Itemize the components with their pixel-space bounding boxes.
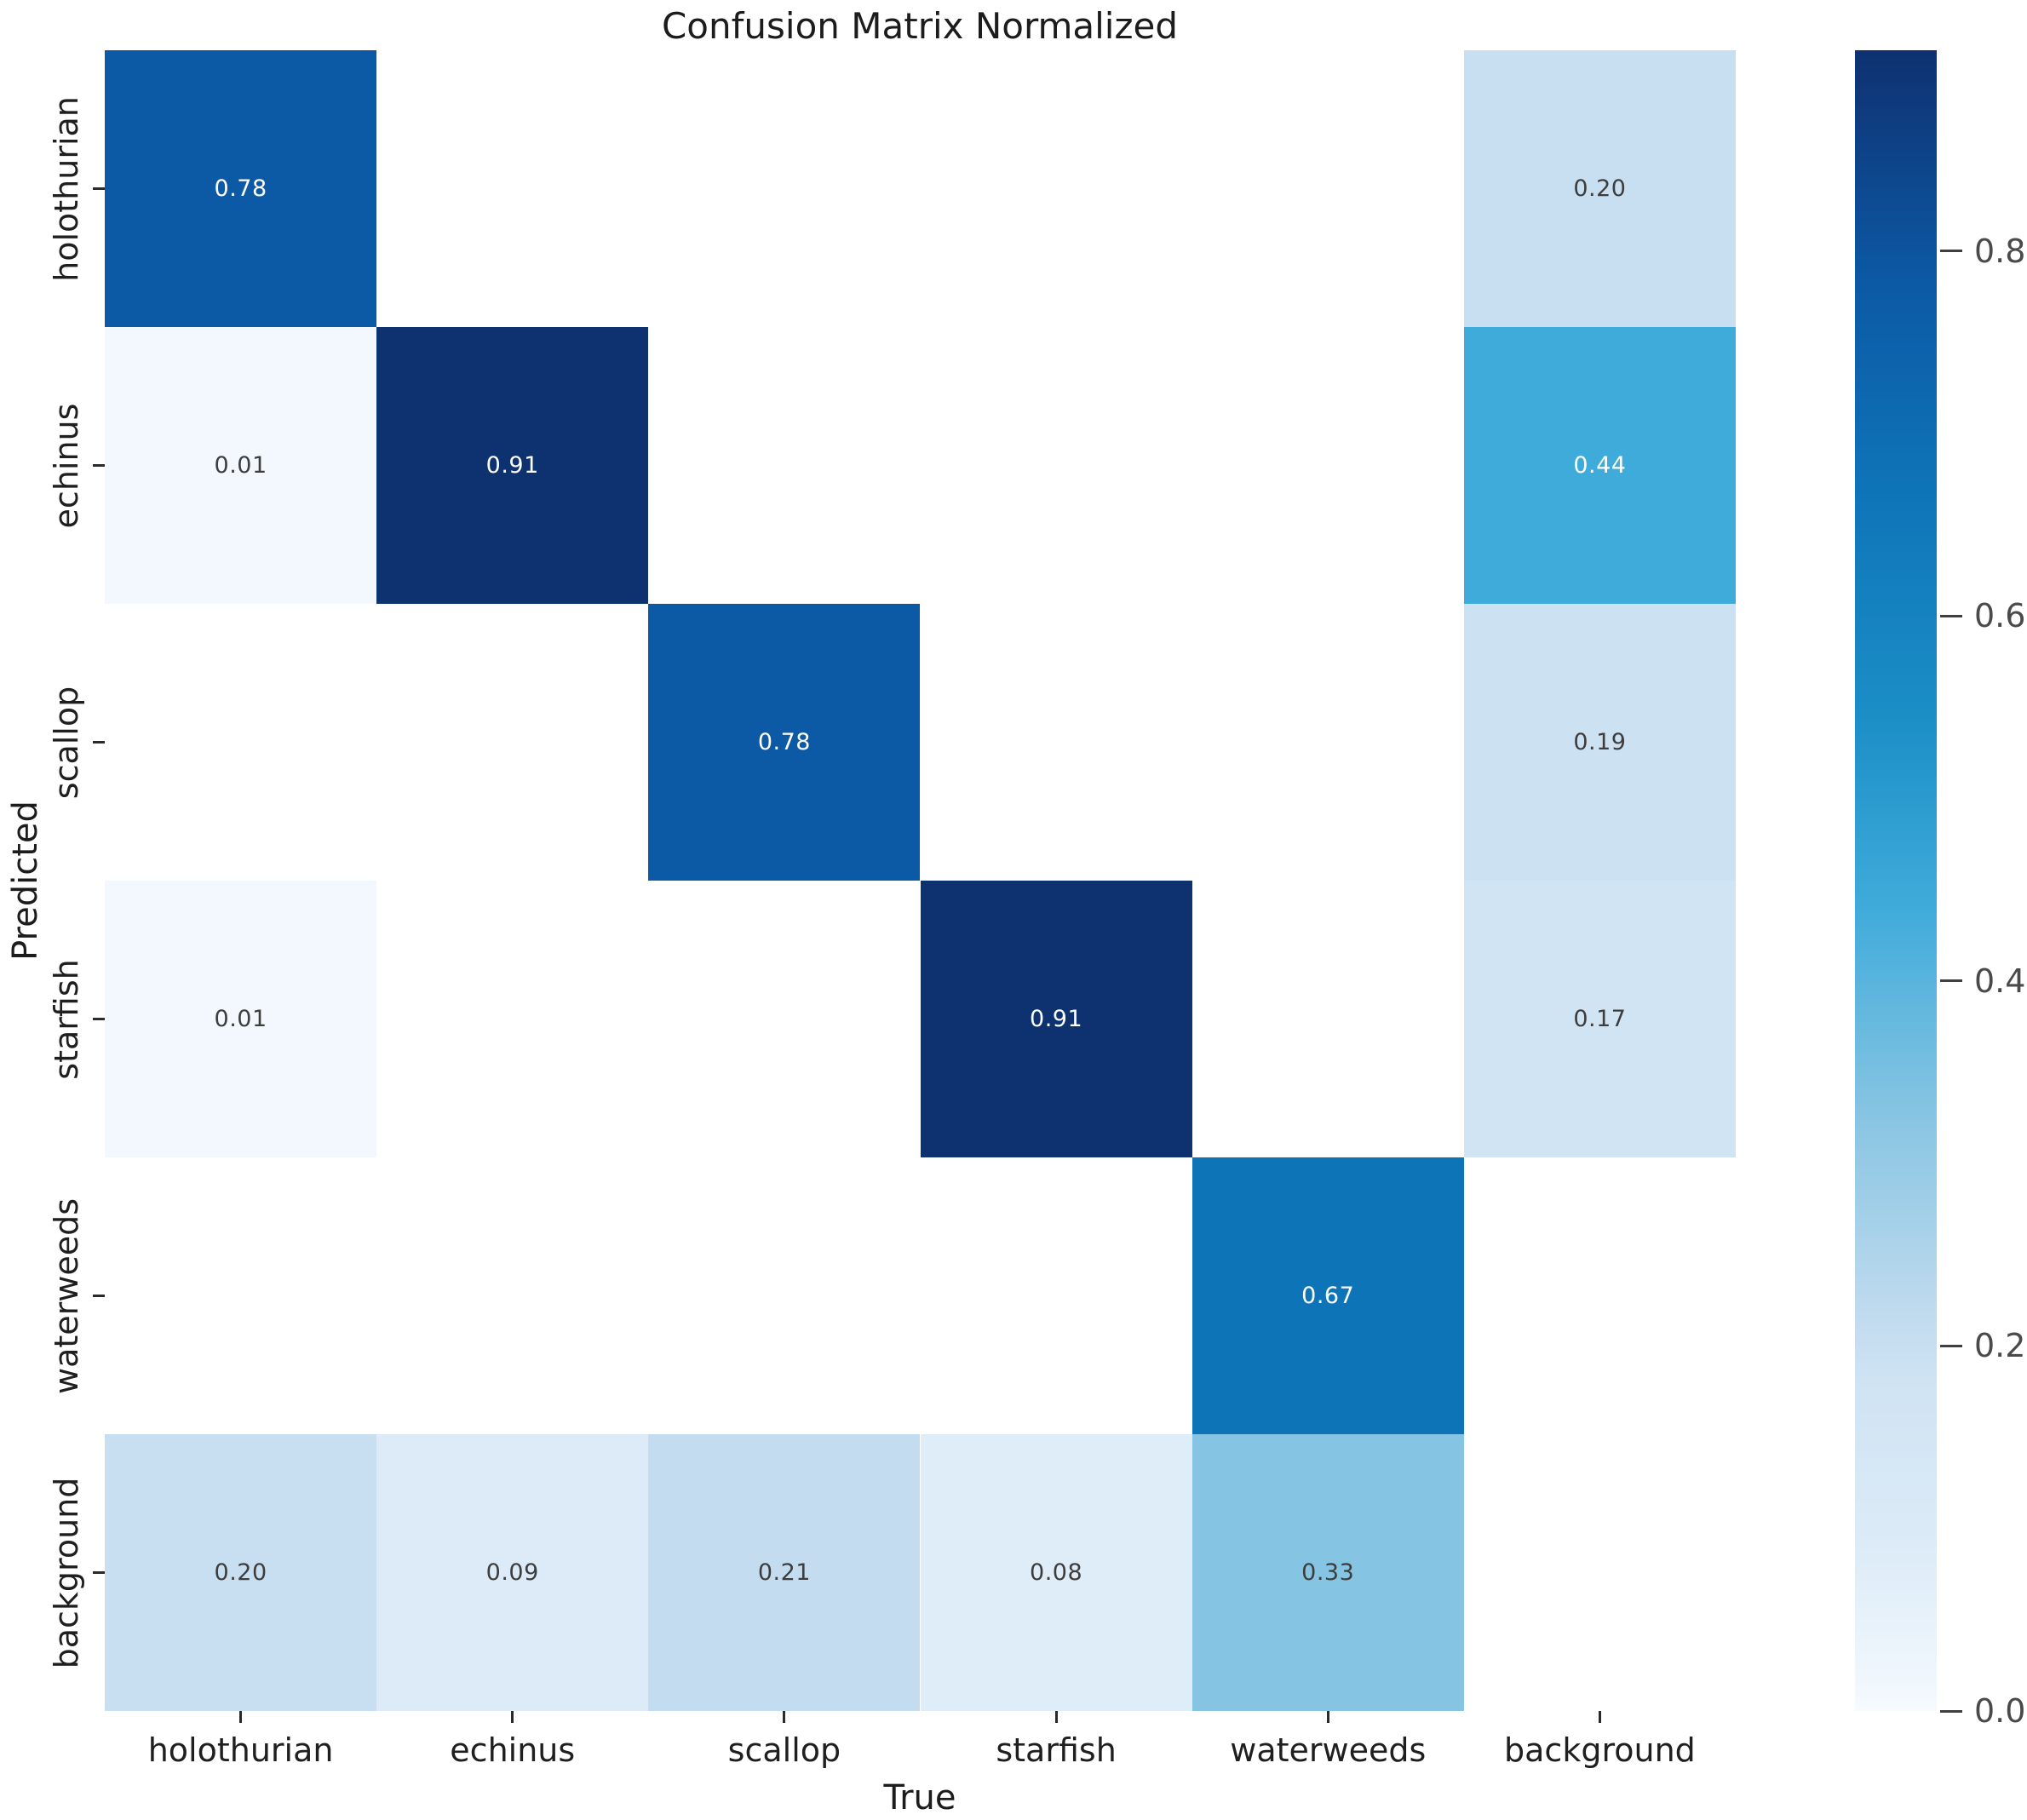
heatmap-cell-waterweeds-starfish (920, 1157, 1192, 1434)
y-tick-label-scallop: scallop (48, 686, 85, 799)
x-tick-label-holothurian: holothurian (147, 1731, 334, 1769)
heatmap-cell-waterweeds-waterweeds: 0.67 (1192, 1157, 1464, 1434)
y-tick-mark (93, 187, 105, 190)
cell-annotation: 0.08 (1030, 1559, 1083, 1586)
x-tick-mark (783, 1711, 786, 1723)
heatmap-cell-waterweeds-scallop (648, 1157, 921, 1434)
heatmap-cell-holothurian-echinus (376, 50, 649, 327)
heatmap-cell-echinus-echinus: 0.91 (376, 327, 649, 604)
x-tick-mark (1326, 1711, 1329, 1723)
colorbar-tick-mark (1940, 1709, 1962, 1713)
heatmap-cell-holothurian-scallop (648, 50, 921, 327)
heatmap-cell-waterweeds-background (1463, 1157, 1736, 1434)
x-tick-mark (1598, 1711, 1601, 1723)
heatmap-cell-starfish-waterweeds (1192, 881, 1464, 1157)
cell-annotation: 0.78 (757, 729, 811, 755)
heatmap-cell-waterweeds-holothurian (105, 1157, 377, 1434)
y-tick-label-starfish: starfish (48, 958, 85, 1080)
heatmap-cell-starfish-background: 0.17 (1463, 881, 1736, 1157)
heatmap-cell-background-waterweeds: 0.33 (1192, 1434, 1464, 1711)
cell-annotation: 0.19 (1573, 729, 1627, 755)
colorbar-tick-mark (1940, 614, 1962, 617)
cell-annotation: 0.01 (214, 1006, 267, 1032)
colorbar-tick-mark (1940, 250, 1962, 253)
cell-annotation: 0.20 (1573, 175, 1627, 202)
heatmap-cell-background-scallop: 0.21 (648, 1434, 921, 1711)
chart-title: Confusion Matrix Normalized (661, 5, 1179, 47)
colorbar-tick-label-0.2: 0.2 (1974, 1327, 2026, 1365)
cell-annotation: 0.09 (485, 1559, 539, 1586)
cell-annotation: 0.91 (485, 452, 539, 479)
heatmap-cell-starfish-scallop (648, 881, 921, 1157)
heatmap-cell-scallop-scallop: 0.78 (648, 604, 921, 881)
y-tick-label-background: background (48, 1477, 85, 1668)
colorbar-gradient (1855, 50, 1937, 1711)
y-tick-mark (93, 1295, 105, 1297)
cell-annotation: 0.21 (757, 1559, 811, 1586)
heatmap-cell-waterweeds-echinus (376, 1157, 649, 1434)
y-tick-label-echinus: echinus (48, 403, 85, 528)
heatmap-cell-echinus-starfish (920, 327, 1192, 604)
cell-annotation: 0.78 (214, 175, 267, 202)
x-tick-label-echinus: echinus (450, 1731, 576, 1769)
x-tick-label-waterweeds: waterweeds (1230, 1731, 1427, 1769)
cell-annotation: 0.01 (214, 452, 267, 479)
x-tick-mark (239, 1711, 243, 1723)
heatmap-cell-background-holothurian: 0.20 (105, 1434, 377, 1711)
heatmap-cell-echinus-holothurian: 0.01 (105, 327, 377, 604)
heatmap-cell-scallop-echinus (376, 604, 649, 881)
cell-annotation: 0.91 (1030, 1006, 1083, 1032)
colorbar-tick-label-0.8: 0.8 (1974, 232, 2026, 270)
cell-annotation: 0.44 (1573, 452, 1627, 479)
y-tick-mark (93, 464, 105, 467)
y-tick-label-waterweeds: waterweeds (48, 1197, 85, 1394)
colorbar-tick-mark (1940, 979, 1962, 983)
heatmap-cell-holothurian-waterweeds (1192, 50, 1464, 327)
heatmap-cell-starfish-echinus (376, 881, 649, 1157)
x-tick-label-scallop: scallop (727, 1731, 841, 1769)
x-tick-mark (1054, 1711, 1058, 1723)
colorbar-tick-label-0.6: 0.6 (1974, 597, 2026, 635)
x-axis-title: True (883, 1778, 956, 1817)
heatmap-cell-echinus-scallop (648, 327, 921, 604)
cell-annotation: 0.67 (1301, 1283, 1355, 1309)
heatmap-cell-holothurian-background: 0.20 (1463, 50, 1736, 327)
heatmap-cell-scallop-starfish (920, 604, 1192, 881)
heatmap-cell-background-background (1463, 1434, 1736, 1711)
heatmap-cell-scallop-waterweeds (1192, 604, 1464, 881)
heatmap-cell-starfish-starfish: 0.91 (920, 881, 1192, 1157)
cell-annotation: 0.33 (1301, 1559, 1355, 1586)
heatmap-cell-scallop-background: 0.19 (1463, 604, 1736, 881)
x-tick-label-starfish: starfish (996, 1731, 1117, 1769)
x-tick-label-background: background (1504, 1731, 1696, 1769)
x-tick-mark (511, 1711, 514, 1723)
heatmap-cell-holothurian-holothurian: 0.78 (105, 50, 377, 327)
colorbar-tick-label-0.4: 0.4 (1974, 962, 2026, 1000)
heatmap-cell-starfish-holothurian: 0.01 (105, 881, 377, 1157)
heatmap-cell-background-echinus: 0.09 (376, 1434, 649, 1711)
heatmap-cell-echinus-waterweeds (1192, 327, 1464, 604)
cell-annotation: 0.17 (1573, 1006, 1627, 1032)
heatmap-cell-background-starfish: 0.08 (920, 1434, 1192, 1711)
cell-annotation: 0.20 (214, 1559, 267, 1586)
y-tick-mark (93, 1018, 105, 1020)
y-tick-mark (93, 741, 105, 744)
heatmap-cell-holothurian-starfish (920, 50, 1192, 327)
colorbar-tick-label-0.0: 0.0 (1974, 1692, 2026, 1730)
colorbar-tick-mark (1940, 1344, 1962, 1347)
y-axis-title: Predicted (6, 801, 45, 961)
heatmap-cell-scallop-holothurian (105, 604, 377, 881)
y-tick-label-holothurian: holothurian (48, 95, 85, 282)
heatmap-cell-echinus-background: 0.44 (1463, 327, 1736, 604)
heatmap-plot-area: 0.78 0.20 0.01 0.91 0.44 0.78 0.19 0.01 0.91 0.17… (105, 50, 1736, 1711)
y-tick-mark (93, 1571, 105, 1574)
